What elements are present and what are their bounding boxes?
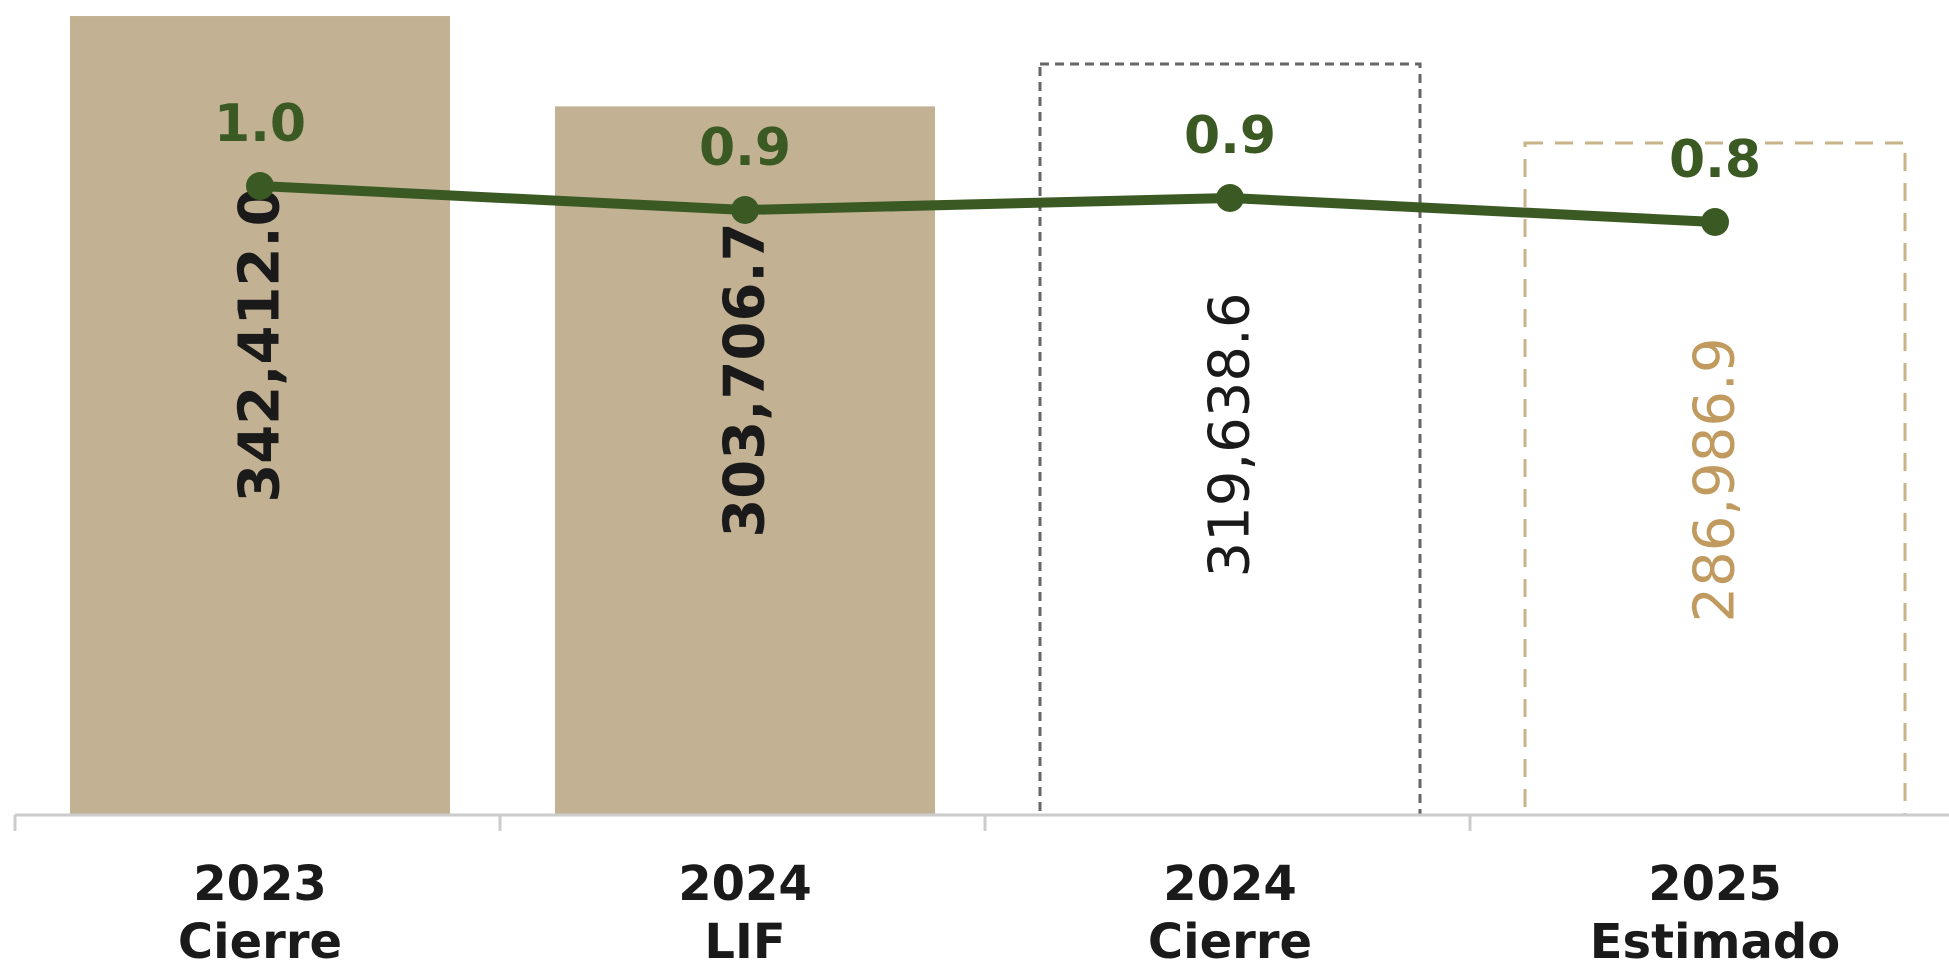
x-tick-year-2: 2024 xyxy=(678,856,812,912)
bar-value-label-4: 286,986.9 xyxy=(1683,337,1748,622)
x-tick-label-2: LIF xyxy=(704,914,785,966)
x-tick-label-4: Estimado xyxy=(1590,914,1841,966)
x-tick-year-3: 2024 xyxy=(1163,856,1297,912)
bar-value-label-2: 303,706.7 xyxy=(713,222,778,537)
bar-1 xyxy=(70,16,450,815)
ratio-label-4: 0.8 xyxy=(1669,130,1761,190)
ratio-label-3: 0.9 xyxy=(1184,106,1276,166)
ratio-label-1: 1.0 xyxy=(214,94,306,154)
ratio-point-2 xyxy=(731,196,759,224)
ratio-line xyxy=(255,181,1720,227)
x-tick-label-1: Cierre xyxy=(178,914,342,966)
ratio-line-layer: 1.0 0.9 0.9 0.8 xyxy=(214,94,1761,236)
bar-value-label-3: 319,638.6 xyxy=(1198,292,1263,577)
ratio-point-1 xyxy=(246,172,274,200)
bar-2 xyxy=(555,106,935,816)
bars-layer: 342,412.0 303,706.7 319,638.6 286,986.9 xyxy=(70,16,1907,817)
x-tick-year-4: 2025 xyxy=(1648,856,1782,912)
x-axis xyxy=(13,813,1949,831)
ratio-point-4 xyxy=(1701,208,1729,236)
ratio-point-3 xyxy=(1216,184,1244,212)
x-tick-year-1: 2023 xyxy=(193,856,327,912)
ratio-label-2: 0.9 xyxy=(699,118,791,178)
x-tick-label-3: Cierre xyxy=(1148,914,1312,966)
bar-value-label-1: 342,412.0 xyxy=(228,187,293,502)
